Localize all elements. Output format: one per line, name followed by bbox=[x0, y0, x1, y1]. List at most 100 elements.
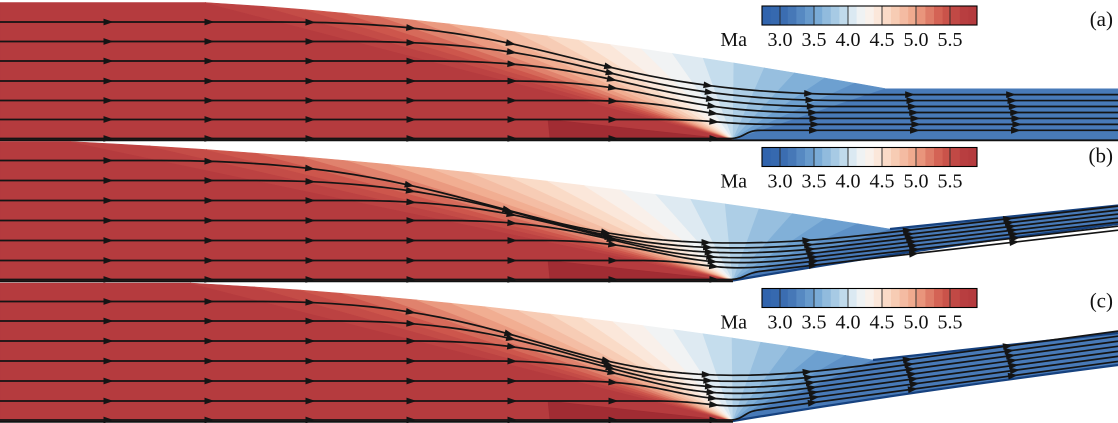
colorbar-segment bbox=[951, 147, 961, 167]
colorbar-tick-label: 3.0 bbox=[768, 312, 793, 334]
colorbar-segment bbox=[908, 288, 918, 308]
colorbar-segment bbox=[770, 6, 780, 25]
streamline bbox=[0, 340, 1118, 389]
colorbar-segment bbox=[796, 147, 806, 167]
streamline-arrowhead bbox=[806, 102, 817, 110]
streamline-arrowhead bbox=[305, 257, 316, 264]
streamline-arrowhead bbox=[1005, 352, 1016, 360]
streamline-arrowhead bbox=[304, 164, 316, 172]
colorbar-segment bbox=[865, 147, 875, 167]
streamline-arrowhead bbox=[807, 399, 818, 407]
streamline-arrowhead bbox=[204, 116, 215, 123]
streamline-arrowhead bbox=[103, 217, 114, 224]
streamline-arrowhead bbox=[600, 228, 611, 236]
streamline-arrowhead bbox=[704, 88, 715, 96]
streamline-arrowhead bbox=[103, 357, 114, 365]
colorbar-segment bbox=[770, 147, 780, 167]
colorbar-tick-label: 5.0 bbox=[904, 171, 929, 193]
streamline-arrowhead bbox=[507, 116, 518, 123]
colorbar-segment bbox=[959, 6, 969, 25]
streamline-arrowhead bbox=[906, 371, 918, 379]
streamline-arrowhead bbox=[204, 77, 215, 85]
streamline-arrowhead bbox=[1009, 239, 1020, 247]
colorbar-segment bbox=[934, 288, 943, 308]
streamline-arrowhead bbox=[507, 357, 518, 365]
streamline-arrowhead bbox=[911, 120, 922, 128]
streamline-arrowhead bbox=[406, 217, 417, 224]
streamline-arrowhead bbox=[406, 116, 417, 123]
colorbar-segment bbox=[762, 288, 771, 308]
colorbar-tick-label: 5.5 bbox=[938, 312, 963, 334]
streamline-arrowhead bbox=[406, 357, 417, 365]
colorbar-segment bbox=[805, 288, 814, 308]
colorbar-tick-label: 4.0 bbox=[836, 312, 861, 334]
colorbar-segment bbox=[830, 6, 840, 25]
streamline bbox=[0, 199, 1118, 254]
streamline-arrowhead bbox=[406, 319, 417, 327]
streamline-arrowhead bbox=[1012, 120, 1023, 128]
streamline-arrowhead bbox=[701, 370, 712, 378]
colorbar-segment bbox=[848, 147, 857, 167]
streamline-arrowhead bbox=[103, 397, 114, 405]
colorbar-segment bbox=[882, 288, 892, 308]
colorbar-segment bbox=[856, 6, 866, 25]
streamline bbox=[0, 345, 1118, 395]
streamline-arrowhead bbox=[707, 394, 719, 402]
colorbar-segment bbox=[916, 288, 926, 308]
colorbar-frame bbox=[761, 5, 978, 26]
colorbar-segment bbox=[865, 288, 875, 308]
streamline-arrowhead bbox=[605, 68, 616, 76]
streamline-arrowhead bbox=[506, 48, 517, 55]
streamline-arrowhead bbox=[204, 397, 215, 405]
streamline-arrowhead bbox=[708, 262, 720, 270]
streamline-arrowhead bbox=[204, 337, 215, 345]
streamline-arrowhead bbox=[204, 217, 215, 224]
streamline-arrowhead bbox=[507, 77, 518, 85]
streamline-arrowhead bbox=[905, 91, 916, 99]
streamline-arrowhead bbox=[607, 240, 619, 248]
streamline-arrowhead bbox=[103, 237, 114, 244]
streamline-arrowhead bbox=[406, 257, 417, 264]
streamline bbox=[0, 300, 1118, 377]
streamline-arrowhead bbox=[406, 39, 417, 46]
streamline-arrowhead bbox=[607, 368, 618, 376]
streamline-arrowhead bbox=[305, 77, 316, 85]
streamline-arrowhead bbox=[204, 18, 215, 26]
streamline-arrowhead bbox=[908, 250, 920, 258]
colorbar-tick-label: 4.5 bbox=[870, 29, 895, 51]
streamline-arrowhead bbox=[507, 237, 518, 244]
streamline-arrowhead bbox=[705, 95, 717, 102]
streamline-arrowhead bbox=[505, 334, 517, 341]
streamline-arrowhead bbox=[204, 237, 215, 244]
colorbar: Ma 3.0 3.5 4.0 4.5 5.0 5.5 bbox=[720, 5, 978, 51]
streamline-arrowhead bbox=[1007, 97, 1018, 104]
colorbar-segment bbox=[787, 6, 797, 25]
colorbar-segment bbox=[951, 6, 961, 25]
streamline-arrowhead bbox=[806, 384, 818, 392]
streamline-arrowhead bbox=[204, 298, 215, 305]
streamline-arrowhead bbox=[507, 276, 518, 283]
streamline-arrowhead bbox=[405, 307, 416, 315]
streamline-arrowhead bbox=[204, 357, 215, 365]
colorbar-segment bbox=[770, 288, 780, 308]
colorbar-segment bbox=[942, 147, 952, 167]
streamline-arrowhead bbox=[905, 366, 916, 374]
streamline-arrowhead bbox=[708, 109, 719, 117]
colorbar-segment bbox=[830, 288, 840, 308]
streamline-arrowhead bbox=[103, 337, 114, 345]
streamline-arrowhead bbox=[907, 386, 918, 394]
colorbar-segment bbox=[796, 6, 806, 25]
streamline bbox=[0, 221, 1118, 264]
streamline bbox=[0, 80, 1118, 114]
streamline-arrowhead bbox=[103, 57, 114, 65]
streamline-arrowhead bbox=[803, 374, 815, 382]
streamline-arrowhead bbox=[910, 115, 921, 122]
streamline-arrowhead bbox=[608, 416, 619, 423]
streamline bbox=[0, 320, 1118, 383]
colorbar-segment bbox=[822, 6, 832, 25]
colorbar-frame bbox=[761, 146, 978, 168]
streamline-arrowhead bbox=[103, 377, 114, 385]
streamline-arrowhead bbox=[908, 376, 919, 383]
streamline-arrowhead bbox=[802, 368, 813, 376]
